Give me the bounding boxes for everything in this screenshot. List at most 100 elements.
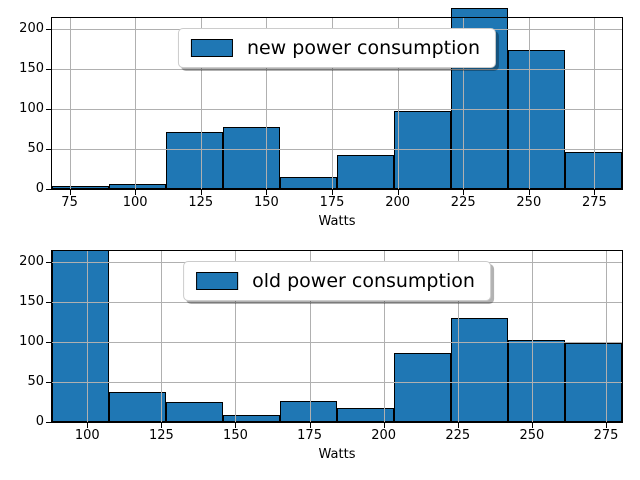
x-gridline <box>161 251 163 422</box>
top-spine <box>52 250 622 251</box>
histogram-bar <box>109 392 166 422</box>
x-gridline <box>266 18 268 189</box>
top-spine <box>52 17 622 18</box>
x-tick-label: 225 <box>450 195 476 210</box>
x-tick-mark <box>235 423 237 428</box>
y-tick-label: 100 <box>19 100 44 116</box>
histogram-bar <box>109 184 166 189</box>
x-gridline <box>200 18 202 189</box>
y-tick-label: 0 <box>35 181 44 196</box>
y-tick-mark <box>46 148 51 150</box>
x-gridline <box>605 251 607 422</box>
y-tick-mark <box>46 381 51 383</box>
x-tick-label: 200 <box>385 195 411 210</box>
y-tick-label: 150 <box>19 293 44 309</box>
x-axis-label: Watts <box>318 214 356 229</box>
x-tick-label: 225 <box>445 428 471 443</box>
y-tick-label: 200 <box>19 20 44 36</box>
legend-swatch-icon <box>190 39 233 57</box>
x-gridline <box>457 251 459 422</box>
x-gridline <box>135 18 137 189</box>
y-gridline <box>52 301 622 303</box>
histogram-bar <box>223 414 280 422</box>
histogram-bar <box>52 185 109 189</box>
y-tick-label: 50 <box>27 373 44 389</box>
histogram-bar <box>166 401 223 422</box>
y-gridline <box>52 381 622 383</box>
histogram-bar <box>508 339 565 422</box>
histogram-bar <box>337 154 394 189</box>
new-power-histogram-axes: new power consumption Watts 0 50 100 150 200… <box>19 8 623 229</box>
x-gridline <box>235 251 237 422</box>
y-gridline <box>52 108 622 110</box>
x-tick-label: 175 <box>319 195 345 210</box>
x-tick-label: 275 <box>593 428 619 443</box>
histogram-bar <box>394 353 451 422</box>
y-tick-mark <box>46 68 51 70</box>
x-tick-label: 200 <box>371 428 397 443</box>
x-tick-mark <box>397 190 399 195</box>
x-gridline <box>531 251 533 422</box>
x-gridline <box>309 251 311 422</box>
x-tick-label: 250 <box>519 428 545 443</box>
y-tick-label: 150 <box>19 60 44 76</box>
histogram-bar <box>52 249 109 422</box>
y-tick-label: 50 <box>27 140 44 156</box>
x-tick-label: 150 <box>223 428 248 443</box>
x-tick-label: 250 <box>516 195 542 210</box>
x-tick-label: 175 <box>297 428 322 443</box>
y-tick-mark <box>46 28 51 30</box>
x-tick-mark <box>309 423 311 428</box>
y-gridline <box>52 148 622 150</box>
y-tick-mark <box>46 261 51 263</box>
histogram-bar <box>280 401 337 422</box>
x-gridline <box>463 18 465 189</box>
histogram-bar <box>280 176 337 189</box>
x-tick-mark <box>528 190 530 195</box>
y-gridline <box>52 68 622 70</box>
x-tick-mark <box>266 190 268 195</box>
legend-label: old power consumption <box>252 270 475 292</box>
legend-label: new power consumption <box>246 37 481 59</box>
y-tick-mark <box>46 341 51 343</box>
histogram-bar <box>166 132 223 189</box>
histogram-bar <box>337 407 394 422</box>
histogram-bar <box>223 127 280 189</box>
x-tick-mark <box>594 190 596 195</box>
histogram-bar <box>565 152 622 189</box>
histogram-bar <box>451 317 508 422</box>
histogram-bar <box>508 49 565 189</box>
legend-swatch-icon <box>196 272 239 290</box>
x-gridline <box>528 18 530 189</box>
x-gridline <box>87 251 89 422</box>
x-tick-mark <box>135 190 137 195</box>
x-tick-mark <box>605 423 607 428</box>
legend: old power consumption <box>183 261 491 301</box>
x-tick-mark <box>383 423 385 428</box>
x-tick-mark <box>87 423 89 428</box>
x-tick-mark <box>463 190 465 195</box>
x-gridline <box>69 18 71 189</box>
old-power-histogram-axes: old power consumption Watts 0 50 100 150 200… <box>19 249 623 462</box>
x-tick-mark <box>200 190 202 195</box>
x-tick-mark <box>457 423 459 428</box>
x-tick-label: 125 <box>188 195 214 210</box>
legend: new power consumption <box>177 28 497 68</box>
x-gridline <box>594 18 596 189</box>
x-tick-mark <box>531 423 533 428</box>
x-tick-mark <box>69 190 71 195</box>
x-tick-label: 75 <box>61 195 78 210</box>
y-tick-label: 100 <box>19 333 44 349</box>
x-tick-label: 150 <box>253 195 279 210</box>
y-tick-label: 0 <box>35 414 44 429</box>
x-gridline <box>397 18 399 189</box>
x-tick-mark <box>161 423 163 428</box>
x-tick-label: 125 <box>148 428 174 443</box>
y-tick-mark <box>46 189 51 190</box>
y-tick-label: 200 <box>19 253 44 269</box>
x-tick-label: 275 <box>582 195 607 210</box>
x-gridline <box>383 251 385 422</box>
x-tick-label: 100 <box>122 195 148 210</box>
y-tick-mark <box>46 108 51 110</box>
